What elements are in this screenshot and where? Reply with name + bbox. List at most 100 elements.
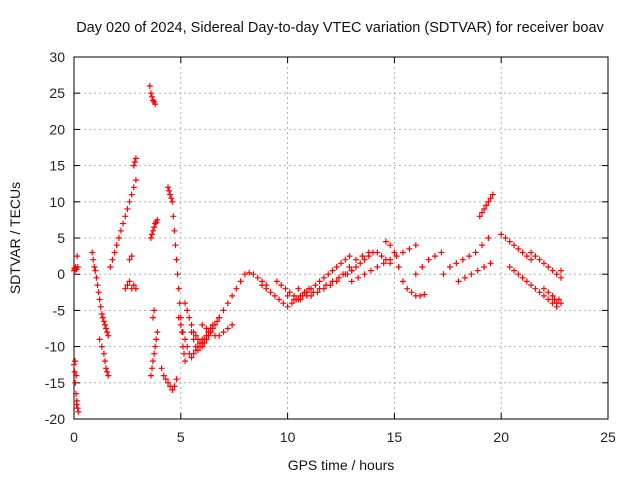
data-point (194, 347, 201, 354)
data-point (224, 325, 231, 332)
data-point (154, 329, 161, 336)
data-point (95, 289, 102, 296)
data-point (479, 209, 485, 216)
data-point (182, 358, 189, 365)
data-point (348, 278, 355, 285)
data-point (455, 278, 462, 285)
data-point (519, 249, 526, 256)
data-point (104, 329, 111, 336)
data-point (254, 274, 261, 281)
data-point (233, 285, 240, 292)
data-point (207, 329, 214, 336)
data-point (118, 227, 124, 234)
data-point (190, 350, 197, 357)
y-tick-label: 15 (49, 158, 65, 174)
data-point (188, 354, 195, 361)
data-point (151, 350, 158, 357)
data-point (100, 350, 107, 357)
data-point (320, 285, 327, 292)
data-point (150, 227, 156, 234)
data-point (131, 159, 138, 165)
data-point (361, 256, 368, 263)
data-point (150, 358, 156, 365)
data-point (558, 267, 564, 274)
x-axis-title: GPS time / hours (288, 457, 395, 473)
data-point (105, 332, 112, 339)
data-point (329, 267, 336, 274)
data-point (361, 271, 368, 278)
data-point (459, 256, 466, 263)
data-point (461, 274, 468, 281)
data-point (408, 289, 415, 296)
data-point (291, 296, 297, 303)
data-point (367, 267, 374, 274)
data-point (73, 390, 80, 397)
data-point (344, 271, 351, 278)
data-point (216, 332, 223, 339)
data-point (421, 291, 428, 298)
y-tick-label: 10 (49, 194, 65, 210)
data-point (466, 253, 473, 260)
data-point (485, 235, 492, 241)
data-point (71, 368, 78, 375)
data-point (126, 198, 133, 205)
data-point (176, 300, 183, 307)
x-tick-label: 20 (493, 429, 509, 445)
axis-ticks: 0 5 10 15 20 25 -20 -15 -10 -5 0 5 10 15 20 25 30 (45, 49, 616, 445)
data-point (432, 253, 438, 260)
data-point (128, 253, 135, 260)
data-point (481, 264, 488, 270)
data-point (115, 235, 122, 241)
y-tick-label: -10 (45, 339, 65, 355)
data-point (348, 267, 355, 274)
data-point (97, 303, 104, 310)
data-point (96, 296, 103, 303)
y-tick-label: 20 (49, 121, 65, 137)
data-point (267, 289, 274, 296)
data-point (98, 311, 105, 317)
data-point (165, 184, 171, 191)
data-point (174, 271, 181, 278)
data-point (549, 292, 556, 299)
data-point (166, 187, 173, 194)
data-point (549, 267, 556, 274)
data-point (395, 264, 402, 270)
data-point (483, 202, 490, 209)
data-point (314, 289, 321, 296)
data-point (152, 343, 159, 350)
data-point (162, 376, 169, 383)
data-point (165, 379, 171, 386)
data-point (481, 206, 488, 212)
data-point (120, 220, 127, 227)
data-point (203, 325, 210, 332)
data-point (92, 267, 99, 274)
data-point (171, 383, 178, 390)
y-tick-label: 25 (49, 85, 65, 101)
data-point (182, 300, 189, 307)
data-point (169, 198, 176, 205)
data-point (536, 289, 543, 296)
data-point (153, 336, 160, 343)
data-point (338, 260, 344, 267)
data-point (487, 195, 494, 202)
data-point (124, 206, 131, 212)
data-point (147, 372, 154, 379)
data-point (124, 282, 131, 289)
data-point (412, 242, 419, 249)
data-point (177, 321, 184, 328)
grid (74, 57, 608, 419)
data-point (288, 300, 295, 307)
data-point (312, 282, 319, 289)
data-point (532, 253, 539, 260)
data-point (149, 231, 155, 238)
data-point (99, 314, 106, 321)
data-point (132, 155, 139, 162)
data-point (417, 292, 423, 299)
data-point (246, 269, 253, 276)
data-point (359, 253, 366, 260)
data-point (446, 264, 453, 270)
y-tick-label: 30 (49, 49, 65, 65)
data-point (158, 365, 165, 372)
data-point (214, 318, 221, 325)
